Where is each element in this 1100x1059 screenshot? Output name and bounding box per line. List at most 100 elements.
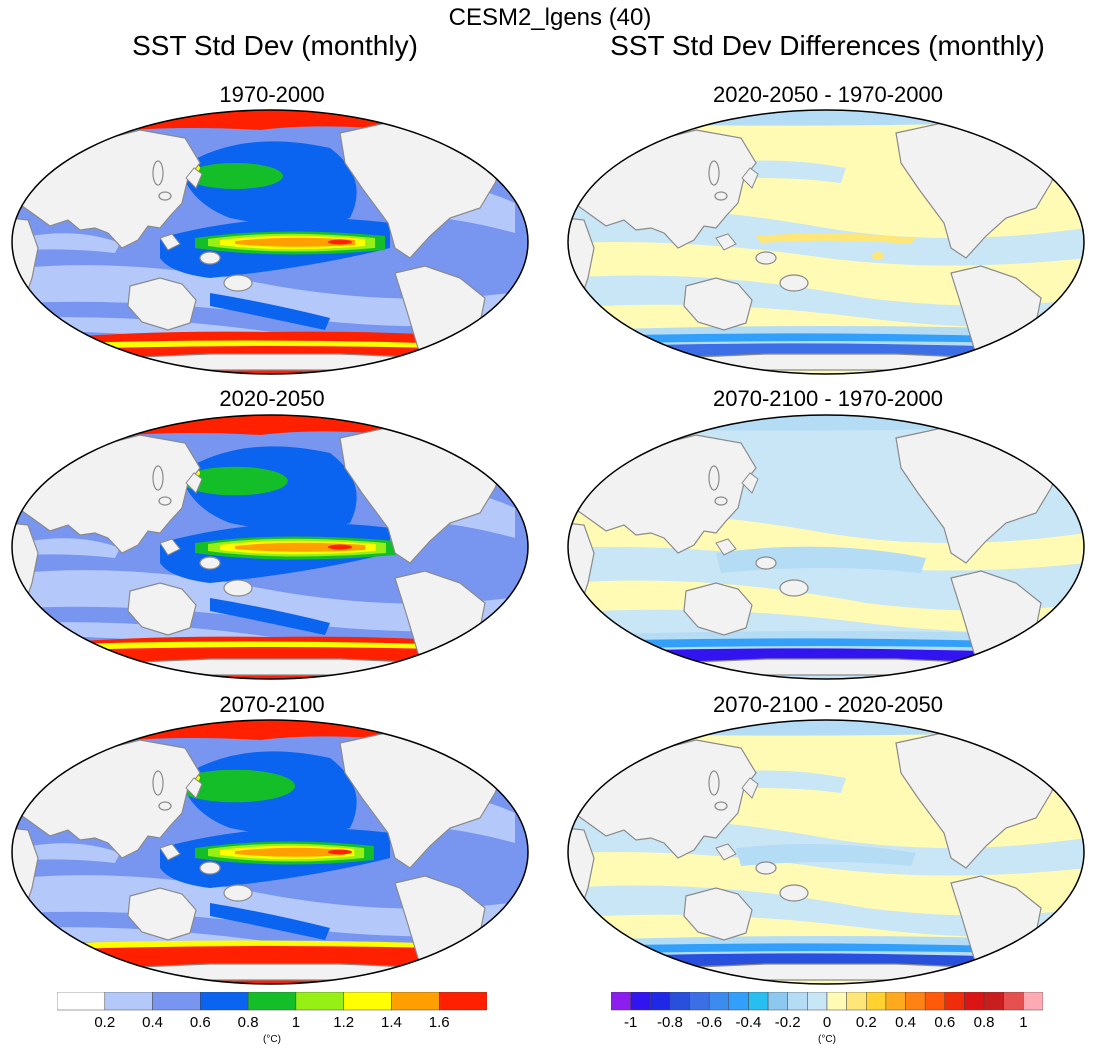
colorbar-tick-label: -1 xyxy=(623,1014,638,1031)
land-shape xyxy=(779,579,809,597)
colorbar-swatch xyxy=(200,992,249,1011)
land-shape xyxy=(683,582,753,636)
land-shape xyxy=(152,465,164,491)
land-shape xyxy=(755,251,777,265)
colorbar-swatch xyxy=(104,992,153,1011)
colorbar-tick-label: 0.6 xyxy=(934,1014,956,1031)
colorbar-swatch xyxy=(391,992,440,1011)
land-shape xyxy=(779,884,809,902)
colorbar-swatch xyxy=(1003,992,1024,1011)
colorbar-swatch xyxy=(866,992,887,1011)
colorbar-tick-label: -0.6 xyxy=(696,1014,723,1031)
land-shape xyxy=(152,160,164,186)
colorbar-swatch xyxy=(611,992,631,1011)
colorbar-swatch xyxy=(885,992,906,1011)
colorbar-tick-label: 0.4 xyxy=(895,1014,916,1031)
colorbar-swatch xyxy=(152,992,201,1011)
map-panel-2020-2050 xyxy=(11,414,529,680)
island-shape xyxy=(185,472,203,494)
panel-title-1970-2000: 1970-2000 xyxy=(219,82,325,107)
land-shape xyxy=(755,556,777,570)
island-shape xyxy=(741,777,759,799)
island-shape xyxy=(715,843,737,861)
land-shape xyxy=(223,274,253,292)
island-shape xyxy=(715,538,737,556)
map-panel-diff-2070-2100-1970-2000 xyxy=(567,414,1085,680)
land-shape xyxy=(714,801,728,811)
left-column-title: SST Std Dev (monthly) xyxy=(132,30,418,61)
map-panel-2070-2100 xyxy=(11,719,529,985)
colorbar-differences-units: (°C) xyxy=(818,1034,836,1045)
colorbar-swatch xyxy=(669,992,690,1011)
colorbar-swatch xyxy=(767,992,788,1011)
land-shape xyxy=(158,801,172,811)
island-shape xyxy=(159,538,181,556)
land-shape xyxy=(708,465,720,491)
island-shape xyxy=(185,777,203,799)
land-shape xyxy=(708,160,720,186)
map-outline xyxy=(11,109,529,375)
right-column-title: SST Std Dev Differences (monthly) xyxy=(610,30,1045,61)
colorbar-tick-label: 0.2 xyxy=(94,1014,116,1031)
panel-title-diff-1: 2020-2050 - 1970-2000 xyxy=(713,82,943,107)
land-shape xyxy=(199,861,221,875)
colorbar-tick-label: 1.4 xyxy=(381,1014,402,1031)
map-outline xyxy=(567,109,1085,375)
colorbar-tick-label: 0.2 xyxy=(855,1014,877,1031)
colorbar-swatch xyxy=(728,992,749,1011)
colorbar-swatch xyxy=(630,992,651,1011)
colorbar-swatch xyxy=(807,992,828,1011)
colorbar-swatch xyxy=(748,992,769,1011)
island-shape xyxy=(185,167,203,189)
panel-title-2070-2100: 2070-2100 xyxy=(219,692,325,717)
colorbar-std-dev xyxy=(57,992,487,1011)
colorbar-std-dev-units: (°C) xyxy=(263,1034,281,1045)
land-shape xyxy=(127,277,197,331)
colorbar-tick-label: -0.8 xyxy=(656,1014,683,1031)
map-field xyxy=(568,415,1084,679)
map-panel-diff-2070-2100-2020-2050 xyxy=(567,719,1085,985)
land-shape xyxy=(152,770,164,796)
colorbar-tick-label: 1.6 xyxy=(428,1014,450,1031)
colorbar-swatch xyxy=(905,992,926,1011)
map-panel-diff-2020-2050-1970-2000 xyxy=(567,109,1085,375)
island-shape xyxy=(715,233,737,251)
land-shape xyxy=(595,353,1067,371)
colorbar-swatch xyxy=(924,992,946,1011)
map-outline xyxy=(567,414,1085,680)
colorbar-swatch xyxy=(983,992,1004,1011)
island-shape xyxy=(159,233,181,251)
colorbar-swatch xyxy=(944,992,965,1011)
colorbar-tick-label: -0.4 xyxy=(735,1014,762,1031)
map-panel-1970-2000 xyxy=(11,109,529,375)
island-shape xyxy=(741,167,759,189)
colorbar-swatch xyxy=(964,992,985,1011)
map-field xyxy=(12,720,528,984)
colorbar-tick-label: 1 xyxy=(291,1014,301,1031)
land-shape xyxy=(223,579,253,597)
land-shape xyxy=(449,115,503,149)
panel-title-diff-3: 2070-2100 - 2020-2050 xyxy=(713,692,943,717)
colorbar-tick-label: -0.2 xyxy=(774,1014,801,1031)
map-outline xyxy=(567,719,1085,985)
island-shape xyxy=(741,472,759,494)
land-shape xyxy=(1005,420,1059,454)
land-shape xyxy=(1005,725,1059,759)
colorbar-swatch xyxy=(689,992,710,1011)
land-shape xyxy=(595,963,1067,981)
colorbar-swatch xyxy=(846,992,867,1011)
colorbar-swatch xyxy=(787,992,808,1011)
land-shape xyxy=(39,353,511,371)
colorbar-swatch xyxy=(57,992,106,1011)
land-shape xyxy=(199,251,221,265)
land-shape xyxy=(779,274,809,292)
colorbar-swatch xyxy=(247,992,297,1011)
land-shape xyxy=(39,658,511,676)
colorbar-swatch xyxy=(826,992,847,1011)
land-shape xyxy=(199,556,221,570)
figure-suptitle: CESM2_lgens (40) xyxy=(448,4,652,31)
colorbar-tick-label: 0.8 xyxy=(973,1014,995,1031)
colorbar-tick-label: 0.8 xyxy=(237,1014,259,1031)
land-shape xyxy=(708,770,720,796)
panel-title-2020-2050: 2020-2050 xyxy=(219,386,325,411)
